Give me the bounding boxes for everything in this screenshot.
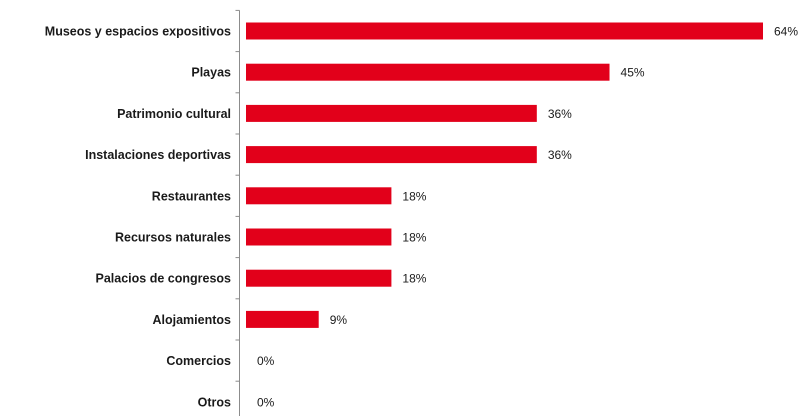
bar xyxy=(246,22,763,40)
category-label: Restaurantes xyxy=(152,189,231,203)
value-label: 18% xyxy=(402,272,426,286)
value-label: 0% xyxy=(257,395,275,409)
value-label: 0% xyxy=(257,354,275,368)
category-label: Museos y espacios expositivos xyxy=(45,25,231,39)
category-label: Instalaciones deportivas xyxy=(85,148,231,162)
category-label: Comercios xyxy=(166,354,231,368)
value-label: 64% xyxy=(774,25,798,39)
category-label: Palacios de congresos xyxy=(96,272,232,286)
value-label: 9% xyxy=(330,313,348,327)
category-label: Recursos naturales xyxy=(115,231,231,245)
value-label: 45% xyxy=(621,66,645,80)
bar xyxy=(246,310,319,328)
bar xyxy=(246,228,392,246)
category-label: Patrimonio cultural xyxy=(117,107,231,121)
category-label: Alojamientos xyxy=(153,313,232,327)
value-label: 18% xyxy=(402,189,426,203)
bar xyxy=(246,269,392,287)
value-label: 36% xyxy=(548,148,572,162)
bar xyxy=(246,146,537,164)
bar xyxy=(246,104,537,122)
bar xyxy=(246,63,610,81)
value-label: 36% xyxy=(548,107,572,121)
category-label: Playas xyxy=(191,66,231,80)
category-label: Otros xyxy=(198,395,231,409)
bar xyxy=(246,187,392,205)
value-label: 18% xyxy=(402,231,426,245)
